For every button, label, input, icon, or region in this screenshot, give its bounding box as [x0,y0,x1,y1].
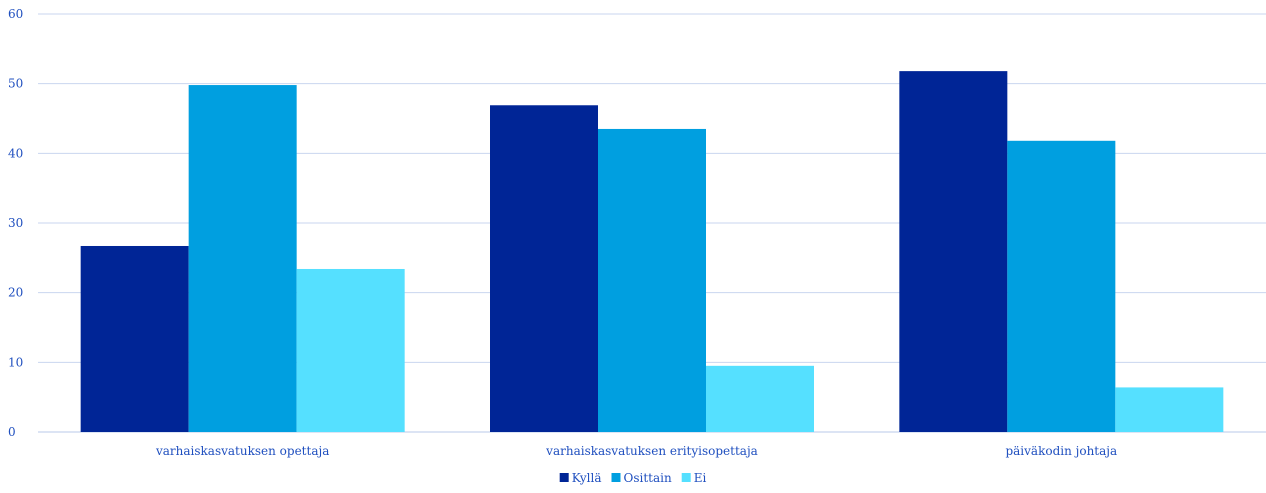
y-tick-label: 10 [8,355,23,369]
legend-label: Kyllä [572,471,602,485]
y-tick-label: 20 [8,286,23,300]
x-axis-categories: varhaiskasvatuksen opettaja varhaiskasvat… [155,444,1117,458]
legend: Kyllä Osittain Ei [559,471,707,485]
y-tick-label: 0 [8,425,16,439]
bar-osittain [1007,140,1116,432]
y-tick-label: 60 [8,7,23,21]
legend-swatch [681,473,691,482]
legend-swatch [559,473,569,482]
bar-kyllä [490,105,598,432]
bar-ei [296,268,405,432]
y-tick-label: 50 [8,77,23,91]
bar-osittain [598,128,706,432]
y-axis-ticks: 0 10 20 30 40 50 60 [8,7,23,439]
y-tick-label: 40 [8,146,23,160]
bar-ei [706,365,814,432]
legend-swatch [611,473,621,482]
x-category-label: varhaiskasvatuksen erityisopettaja [545,444,758,458]
bar-kyllä [80,245,189,432]
x-category-label: päiväkodin johtaja [1005,444,1117,458]
y-tick-label: 30 [8,216,23,230]
bar-kyllä [899,71,1008,433]
bar-osittain [188,85,297,432]
bar-ei [1115,387,1224,432]
legend-label: Osittain [624,471,672,485]
bars [80,71,1224,433]
x-category-label: varhaiskasvatuksen opettaja [155,444,329,458]
legend-label: Ei [694,471,707,485]
